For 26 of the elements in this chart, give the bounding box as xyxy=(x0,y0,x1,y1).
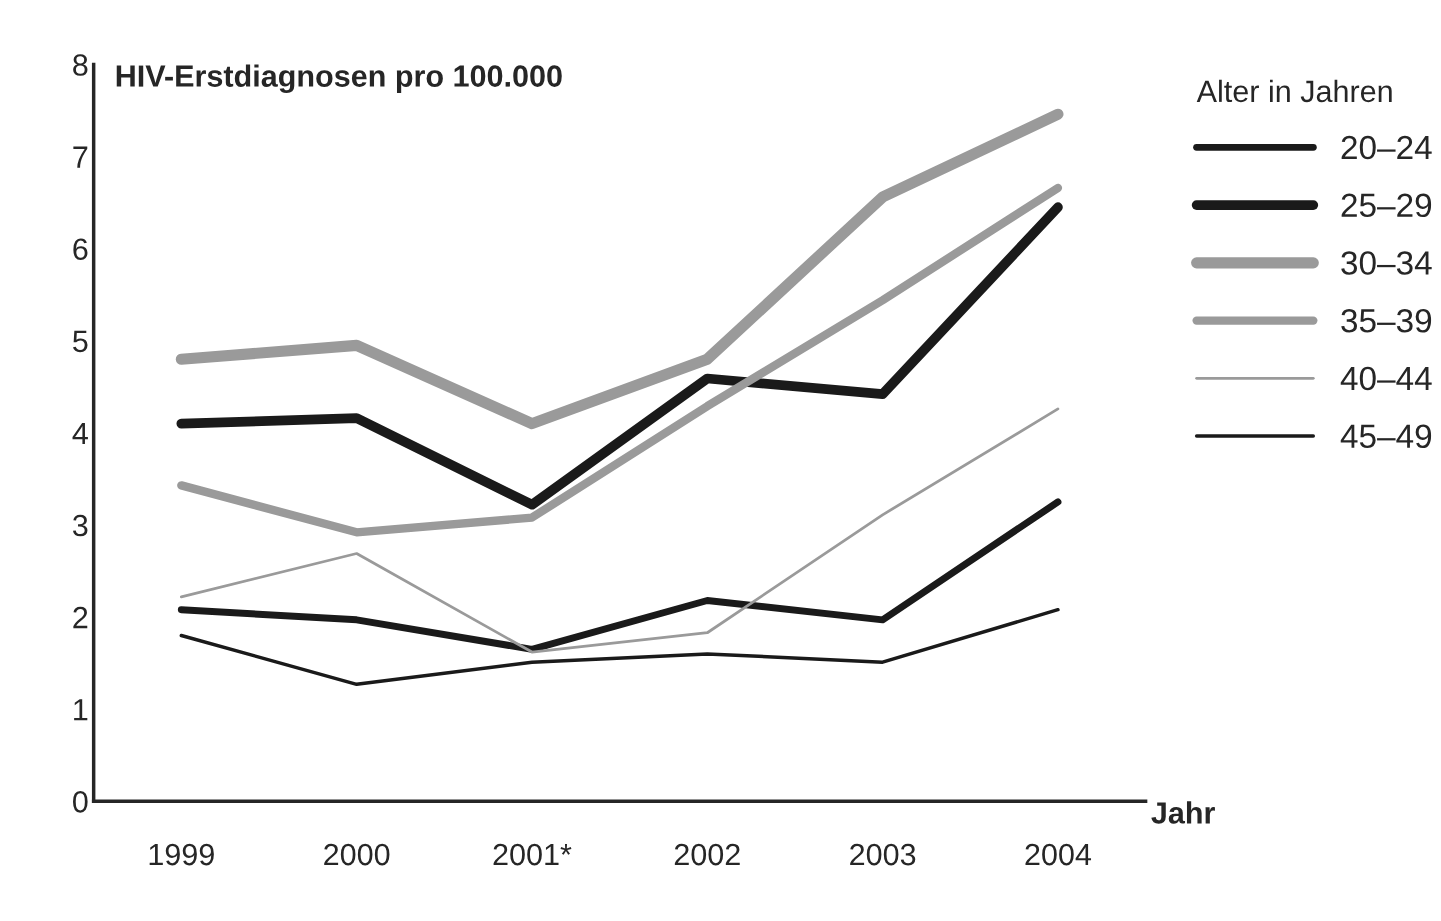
x-tick-label: 2002 xyxy=(674,843,740,866)
x-tick-label: 2004 xyxy=(1025,843,1092,866)
y-tick-label: 6 xyxy=(73,238,88,261)
line-series xyxy=(179,607,1060,687)
legend-label: 20–24 xyxy=(1341,135,1432,160)
x-tick-label: 2000 xyxy=(324,843,390,866)
y-tick-label: 5 xyxy=(73,330,88,353)
y-tick-label: 4 xyxy=(72,422,88,444)
chart-title: HIV-Erstdiagnosen pro 100.000 xyxy=(116,64,562,94)
legend-label: 35–39 xyxy=(1341,308,1432,333)
legend-label: 40–44 xyxy=(1340,366,1432,391)
x-tick-label: 1999 xyxy=(149,843,214,866)
legend-label: 45–49 xyxy=(1340,424,1432,449)
y-tick-label: 7 xyxy=(73,146,88,168)
y-tick-label: 0 xyxy=(73,791,88,813)
x-tick-label: 2001* xyxy=(493,843,572,866)
legend-label: 30–34 xyxy=(1341,251,1432,275)
line-series xyxy=(179,407,1060,654)
legend-title: Alter in Jahren xyxy=(1196,79,1392,103)
y-tick-label: 8 xyxy=(73,54,88,76)
y-tick-label: 3 xyxy=(72,514,88,537)
y-tick-label: 2 xyxy=(73,606,88,629)
legend-label: 25–29 xyxy=(1341,193,1432,218)
y-tick-label: 1 xyxy=(74,699,88,721)
x-tick-label: 2003 xyxy=(850,843,916,866)
x-axis-title: Jahr xyxy=(1151,801,1215,824)
